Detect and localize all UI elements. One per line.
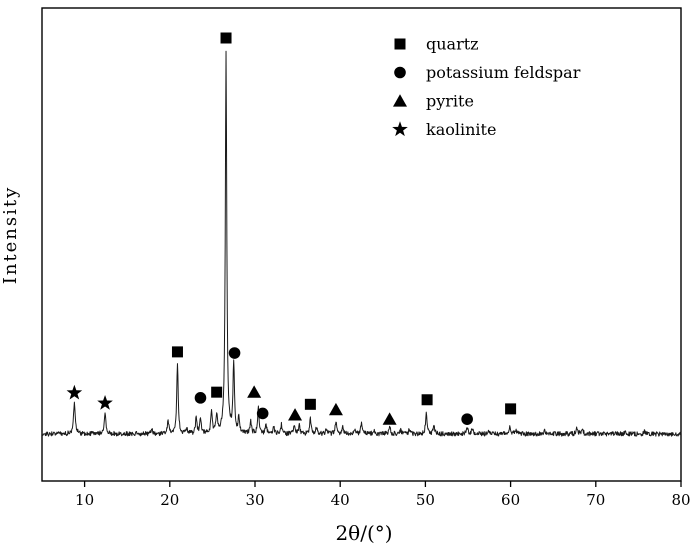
peak-marker-pyrite [288,408,303,421]
x-tick-label: 50 [416,491,435,509]
x-tick-label: 10 [75,491,94,509]
peak-marker-potassium-feldspar [256,407,269,420]
y-axis-label: Intensity [0,186,21,285]
peak-marker-quartz [171,346,183,358]
x-tick-label: 20 [160,491,179,509]
peak-marker-quartz [421,394,433,406]
peak-markers [66,32,517,425]
peak-marker-pyrite [328,402,343,416]
legend: quartz potassium feldspar pyrite kaolinite [392,35,581,139]
x-axis-label: 2θ/(°) [335,521,392,545]
x-tick-label: 70 [586,491,605,509]
peak-marker-quartz [505,403,517,415]
x-tick-label: 30 [245,491,264,509]
peak-marker-quartz [220,32,232,44]
peak-marker-potassium-feldspar [228,347,241,359]
legend-marker-circle [394,66,406,79]
legend-marker-square [394,38,406,50]
legend-label: kaolinite [426,120,496,139]
legend-marker-triangle [393,94,407,107]
peak-marker-kaolinite [97,394,113,410]
xrd-trace [41,50,682,437]
peak-marker-potassium-feldspar [194,392,207,404]
plot-frame [41,7,682,482]
peak-marker-kaolinite [66,384,83,400]
peak-marker-pyrite [382,412,397,425]
peak-marker-quartz [304,398,316,410]
legend-label: quartz [426,35,479,54]
peak-marker-pyrite [247,385,262,398]
peak-marker-quartz [211,386,223,398]
x-axis-ticks: 10 20 30 40 50 60 70 80 [75,481,691,509]
x-tick-label: 80 [671,491,690,509]
x-tick-label: 60 [501,491,520,509]
x-tick-label: 40 [331,491,350,509]
legend-label: potassium feldspar [426,63,581,82]
xrd-curve [41,50,682,437]
plot-border [41,7,682,482]
legend-label: pyrite [426,92,474,111]
peak-marker-potassium-feldspar [461,413,473,425]
legend-marker-star [392,121,408,137]
